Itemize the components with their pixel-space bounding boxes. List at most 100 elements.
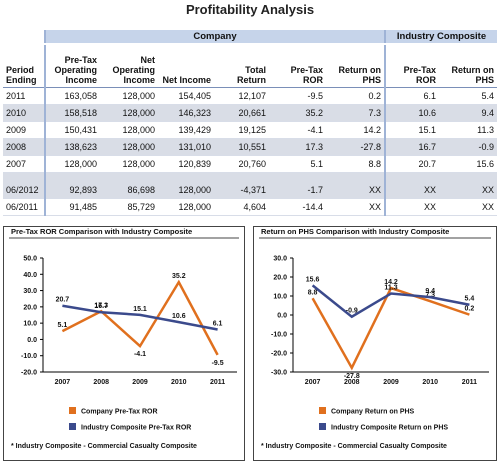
y-tick-label: -10.0 (21, 353, 37, 360)
x-tick-label: 2011 (462, 379, 477, 386)
table-cell: 7.3 (326, 104, 386, 122)
table-cell: 128,000 (100, 138, 158, 156)
table-cell: 138,623 (44, 138, 100, 156)
y-tick-label: 0.0 (277, 313, 287, 320)
y-tick-label: 30.0 (273, 256, 287, 263)
table-cell: 2007 (3, 155, 45, 173)
table-cell: XX (439, 182, 498, 199)
spacer-cell (158, 172, 214, 182)
table-cell: 120,839 (158, 155, 214, 173)
table-cell: 128,000 (44, 155, 100, 173)
table-cell: 128,000 (158, 182, 214, 199)
y-tick-label: -20.0 (21, 370, 37, 377)
table-cell: 139,429 (158, 121, 214, 139)
table-cell: 131,010 (158, 138, 214, 156)
table-row: 2008 138,623 128,000 131,010 10,551 17.3 -27.8… (3, 138, 498, 156)
y-tick-label: 10.0 (23, 321, 37, 328)
table-cell: 2008 (3, 138, 45, 156)
table-cell: 146,323 (158, 104, 214, 122)
legend-swatch (69, 423, 76, 430)
column-header: Return on PHS (326, 44, 386, 88)
table-cell: 5.4 (439, 87, 498, 105)
table-row: 2010 158,518 128,000 146,323 20,661 35.2 7.3 10… (3, 104, 498, 122)
data-label: 14.2 (384, 279, 398, 286)
table-cell: 17.3 (269, 138, 326, 156)
table-cell: 5.1 (269, 155, 326, 173)
spacer-cell (44, 172, 100, 182)
table-cell: 6.1 (384, 87, 440, 105)
legend-label: Company Return on PHS (331, 409, 415, 416)
table-cell: -9.5 (269, 87, 326, 105)
x-tick-label: 2007 (305, 379, 321, 386)
spacer-cell (214, 172, 269, 182)
table-cell: XX (326, 198, 386, 216)
series-line (61, 279, 219, 356)
y-tick-label: 50.0 (23, 256, 37, 263)
group-header: Industry Composite (384, 30, 498, 45)
data-label: -9.5 (212, 360, 224, 367)
series-line (62, 304, 218, 331)
table-cell: 128,000 (100, 87, 158, 105)
table-cell: 150,431 (44, 121, 100, 139)
data-label: 16.7 (94, 303, 108, 310)
column-header: Pre-Tax Operating Income (44, 44, 100, 88)
legend-label: Industry Composite Pre-Tax ROR (81, 425, 191, 432)
table-cell: -14.4 (269, 198, 326, 216)
table-cell: 128,000 (100, 121, 158, 139)
y-tick-label: 40.0 (23, 272, 37, 279)
table-cell: -0.9 (439, 138, 498, 156)
table-cell: 158,518 (44, 104, 100, 122)
data-label: 9.4 (425, 288, 435, 295)
table-cell: 128,000 (158, 198, 214, 216)
data-label: 5.1 (58, 322, 68, 329)
table-cell: 20,760 (214, 155, 269, 173)
table-cell: XX (384, 198, 440, 216)
spacer-cell (100, 172, 158, 182)
table-cell: 2011 (3, 87, 45, 105)
column-header: Net Operating Income (100, 44, 158, 88)
table-cell: 11.3 (439, 121, 498, 139)
spacer-cell (439, 172, 498, 182)
spacer-cell (384, 172, 440, 182)
table-cell: 14.2 (326, 121, 386, 139)
table-row: 2011 163,058 128,000 154,405 12,107 -9.5 0.2 6.… (3, 87, 498, 105)
table-cell: 154,405 (158, 87, 214, 105)
table-cell: 8.8 (326, 155, 386, 173)
chart-frame (3, 226, 245, 461)
footnote: * Industry Composite - Commercial Casual… (261, 443, 447, 450)
series-line (311, 286, 470, 371)
data-label: 15.6 (306, 276, 320, 283)
data-label: 35.2 (172, 273, 186, 280)
y-tick-label: -30.0 (271, 370, 287, 377)
y-tick-label: 0.0 (27, 337, 37, 344)
data-label: 11.3 (384, 285, 397, 292)
table-cell: 9.4 (439, 104, 498, 122)
table-row: 06/2012 92,893 86,698 128,000 -4,371 -1.7 XX XX… (3, 182, 498, 199)
table-cell: 35.2 (269, 104, 326, 122)
table-cell: 128,000 (100, 155, 158, 173)
chart-title: Pre-Tax ROR Comparison with Industry Com… (11, 227, 192, 236)
column-header: Net Income (158, 44, 214, 88)
data-label: 7.3 (425, 292, 435, 299)
data-label: -27.8 (344, 373, 360, 380)
y-tick-label: 30.0 (23, 288, 37, 295)
table-cell: 163,058 (44, 87, 100, 105)
legend-label: Industry Composite Return on PHS (331, 425, 448, 432)
x-tick-label: 2008 (344, 379, 360, 386)
chart-box: Pre-Tax ROR Comparison with Industry Com… (3, 226, 245, 461)
data-label: 0.2 (465, 306, 475, 313)
column-header: Pre-Tax ROR (269, 44, 326, 88)
footnote: * Industry Composite - Commercial Casual… (11, 443, 197, 450)
x-tick-label: 2011 (210, 379, 225, 386)
data-label: 20.7 (56, 297, 70, 304)
x-tick-label: 2009 (383, 379, 399, 386)
y-tick-label: 20.0 (273, 275, 287, 282)
y-tick-label: -10.0 (271, 332, 287, 339)
table-cell: 16.7 (384, 138, 440, 156)
table-cell: XX (326, 182, 386, 199)
table-cell: 85,729 (100, 198, 158, 216)
table-cell: 20,661 (214, 104, 269, 122)
table-cell: 15.1 (384, 121, 440, 139)
y-tick-label: 10.0 (273, 294, 287, 301)
